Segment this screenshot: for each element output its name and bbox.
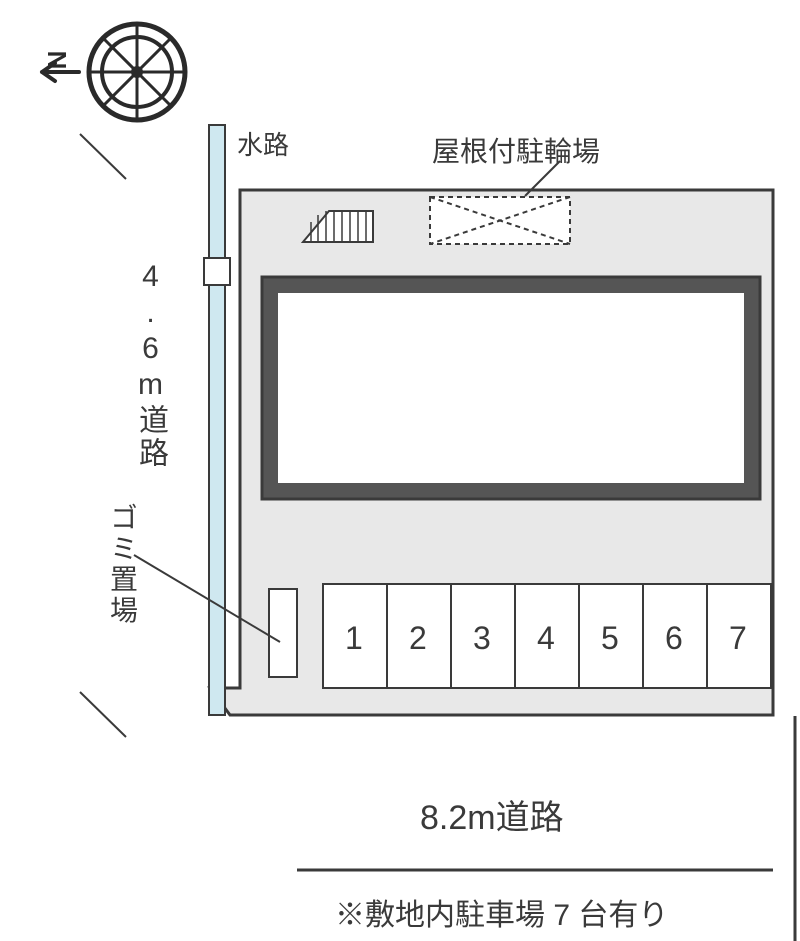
waterway-joint — [204, 258, 230, 285]
bottom-road-label: 8.2m道路 — [420, 790, 564, 839]
bicycle-parking-icon — [430, 197, 570, 244]
parking-number: 6 — [665, 620, 683, 657]
parking-number: 7 — [729, 620, 747, 657]
site-plan-diagram: N — [0, 0, 800, 941]
parking-note-label: ※敷地内駐車場 7 台有り — [335, 890, 668, 934]
parking-number: 4 — [537, 620, 555, 657]
parking-number: 3 — [473, 620, 491, 657]
waterway-channel — [209, 125, 225, 715]
bike-parking-label: 屋根付駐輪場 — [432, 130, 600, 170]
svg-text:N: N — [42, 51, 72, 70]
road-edge-bottom — [80, 692, 126, 737]
road-edge-top — [80, 134, 126, 179]
parking-number: 5 — [601, 620, 619, 657]
trash-area-label: ゴミ置場 — [102, 503, 142, 626]
building-inner — [278, 293, 744, 483]
compass-icon: N — [42, 24, 185, 120]
parking-number: 2 — [409, 620, 427, 657]
trash-box-icon — [269, 589, 297, 677]
parking-number: 1 — [345, 620, 363, 657]
waterway-label: 水路 — [237, 125, 289, 162]
left-road-label: 4.6m道路 — [128, 260, 172, 470]
